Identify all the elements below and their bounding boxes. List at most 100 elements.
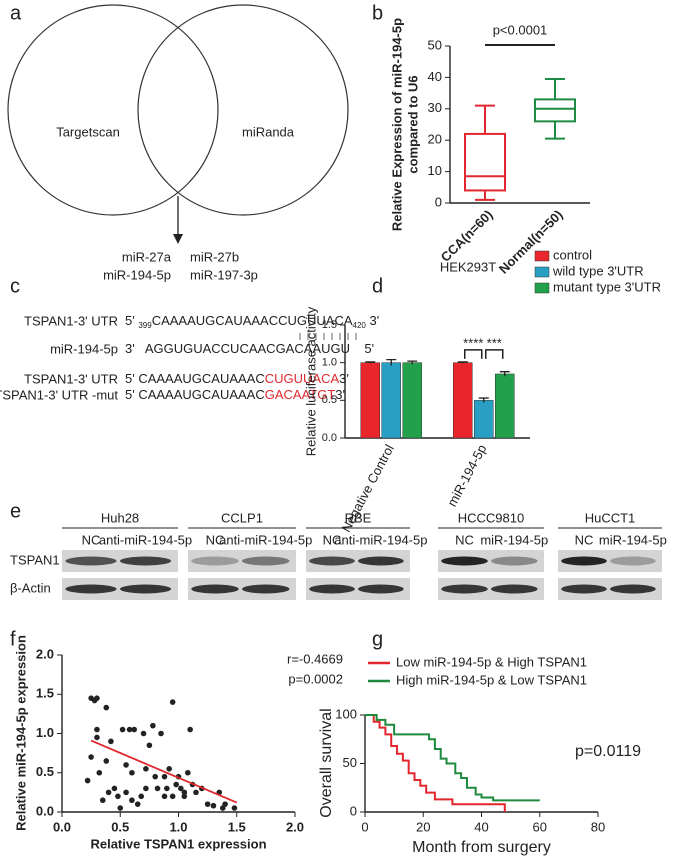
sequence-part: 3' (366, 313, 379, 328)
error-bar (478, 397, 489, 403)
y-tick-label: 1.5 (36, 686, 54, 701)
point (173, 781, 179, 788)
sequence-label: TSPAN1-3' UTR -mut (0, 387, 118, 402)
point (111, 785, 118, 792)
point (103, 704, 110, 711)
legend-swatch (534, 282, 550, 294)
sequence-part: CAAAAUGCAUAAACCUGUUACA (152, 313, 353, 328)
sequence: 5' CAAAAUGCAUAAACCUGUUACA3' (125, 371, 349, 386)
blot-band (309, 556, 355, 566)
point (94, 734, 100, 741)
bar (453, 362, 473, 439)
sequence-part: 5' CAAAAUGCAUAAAC (125, 387, 265, 402)
sequence-part: 5' (125, 313, 138, 328)
point (84, 777, 91, 784)
point (204, 801, 211, 807)
sequence-part: 420 (353, 321, 367, 330)
legend-label: mutant type 3'UTR (553, 279, 661, 294)
sequence: 5' CAAAAUGCAUAAACGACAATGT3' (125, 387, 345, 402)
fit-line (90, 739, 238, 804)
venn-label: miRanda (242, 124, 295, 139)
point (115, 793, 121, 800)
point (222, 801, 228, 807)
venn-circle (137, 4, 349, 216)
bar (474, 400, 494, 439)
point (187, 726, 193, 733)
point (152, 773, 158, 780)
sequence-part: 3' (335, 387, 345, 402)
annotation: p=0.0002 (288, 671, 343, 686)
sequence-part: 5' CAAAAUGCAUAAAC (125, 371, 265, 386)
blot-band (242, 556, 290, 566)
y-tick-label: 0 (350, 803, 357, 818)
error-bar (407, 360, 418, 365)
legend-swatch (534, 250, 550, 262)
point (131, 726, 138, 733)
lane-label: anti-miR-194-5p (219, 532, 312, 547)
y-tick-label: 1.0 (322, 357, 337, 369)
y-tick-label: 30 (428, 100, 442, 115)
legend-label: High miR-194-5p & Low TSPAN1 (396, 672, 587, 687)
blot-background (306, 550, 410, 572)
blot-background (438, 578, 544, 600)
y-tick-label: 0.0 (36, 803, 54, 818)
blot-group: HCCC9810 (458, 510, 524, 525)
point (99, 797, 106, 804)
point (94, 695, 100, 701)
blot-group: HuCCT1 (585, 510, 636, 525)
arrow-head (173, 234, 183, 244)
blot-band (441, 584, 488, 594)
y-tick-label: 0 (435, 194, 442, 209)
point (169, 793, 176, 800)
y-axis-label: compared to U6 (405, 75, 420, 173)
blot-band (561, 584, 607, 594)
point (161, 793, 168, 800)
blot-background (188, 550, 296, 572)
panel-letter: a (10, 2, 22, 24)
venn-label: Targetscan (56, 124, 120, 139)
x-tick-label: 0 (361, 819, 368, 834)
point (164, 785, 170, 792)
x-tick-label: 1.0 (169, 819, 187, 834)
point (138, 793, 145, 800)
blot-row-label: TSPAN1 (10, 552, 60, 567)
sequence: 5' 399CAAAAUGCAUAAACCUGUUACA420 3' (125, 313, 379, 330)
blot-background (438, 550, 544, 572)
point (231, 805, 238, 811)
point (140, 730, 147, 737)
x-tick-label: 0.0 (53, 819, 71, 834)
point (154, 785, 161, 792)
blot-band (491, 556, 538, 566)
lane-label: NC (206, 532, 225, 547)
point (185, 769, 191, 776)
significance: **** (463, 335, 483, 350)
x-tick-label: 80 (591, 819, 605, 834)
blot-band (610, 556, 656, 566)
x-tick-label: 20 (416, 819, 430, 834)
point (88, 754, 94, 760)
blot-background (306, 578, 410, 600)
y-tick-label: 1.0 (36, 725, 54, 740)
blot-band (191, 584, 239, 594)
blot-band (191, 556, 239, 566)
panel-letter: e (10, 500, 21, 522)
blot-band (65, 584, 117, 594)
sequence-part: GACAATGT (265, 387, 336, 402)
blot-background (558, 578, 662, 600)
blot-band (441, 556, 488, 566)
point (158, 730, 164, 737)
x-tick-label: 0.5 (111, 819, 129, 834)
point (129, 797, 135, 804)
point (129, 769, 135, 776)
point (169, 699, 176, 705)
significance: p<0.0001 (493, 22, 548, 37)
error-bar (457, 361, 468, 364)
point (126, 726, 133, 733)
y-tick-label: 0.0 (322, 432, 337, 444)
blot-group: CCLP1 (221, 510, 263, 525)
point (96, 769, 103, 776)
y-tick-label: 40 (428, 69, 442, 84)
point (161, 773, 168, 780)
significance-bracket (464, 349, 483, 359)
x-tick-label: 1.5 (228, 819, 246, 834)
